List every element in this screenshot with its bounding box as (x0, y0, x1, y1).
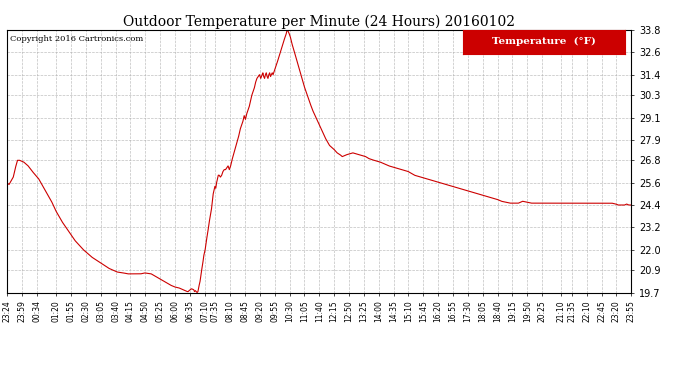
Text: Copyright 2016 Cartronics.com: Copyright 2016 Cartronics.com (10, 35, 144, 43)
Title: Outdoor Temperature per Minute (24 Hours) 20160102: Outdoor Temperature per Minute (24 Hours… (123, 15, 515, 29)
